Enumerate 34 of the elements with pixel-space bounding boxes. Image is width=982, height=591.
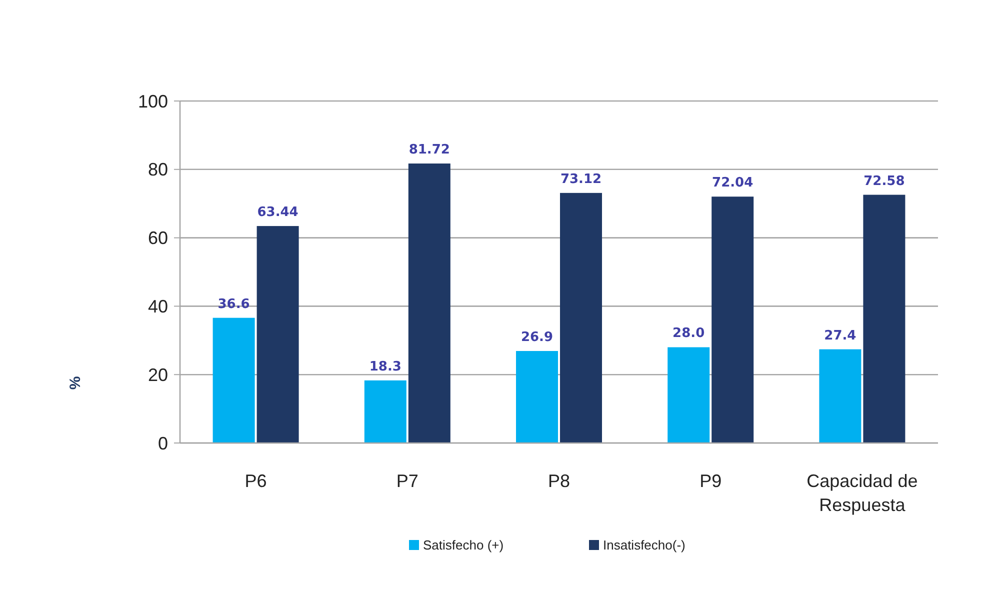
data-label: 36.6: [218, 296, 250, 312]
x-tick-label: P8: [548, 471, 570, 491]
data-label: 63.44: [257, 205, 298, 220]
x-tick-label: Capacidad de Respuesta: [806, 471, 918, 515]
bar: [516, 351, 558, 443]
legend-label: Insatisfecho(-): [603, 538, 686, 553]
x-tick-label: P9: [700, 471, 722, 491]
x-tick-label: P7: [396, 471, 418, 491]
bar: [256, 226, 299, 443]
bar: [819, 349, 862, 443]
y-tick-label: 40: [148, 296, 168, 316]
bar: [212, 318, 255, 443]
y-tick-label: 100: [138, 91, 168, 112]
data-label: 26.9: [520, 330, 554, 345]
data-label: 72.58: [864, 174, 905, 189]
y-tick-label: 20: [148, 364, 168, 385]
data-label: 81.72: [408, 142, 450, 158]
y-tick-label: 0: [158, 433, 168, 454]
y-tick-label: 60: [148, 228, 168, 248]
legend-label: Satisfecho (+): [423, 538, 504, 553]
bar: [408, 164, 450, 443]
bar: [560, 192, 602, 443]
x-tick-label: P6: [244, 471, 267, 491]
data-label: 72.04: [712, 176, 754, 191]
bar: [863, 194, 906, 443]
y-axis-title: %: [67, 376, 84, 390]
bar: [712, 196, 754, 443]
data-label: 73.12: [560, 172, 602, 187]
y-tick-label: 80: [148, 160, 168, 180]
bar: [364, 380, 406, 443]
data-label: 28.0: [672, 326, 705, 342]
data-label: 27.4: [824, 328, 856, 344]
data-label: 18.3: [369, 359, 402, 374]
bar: [668, 347, 710, 443]
